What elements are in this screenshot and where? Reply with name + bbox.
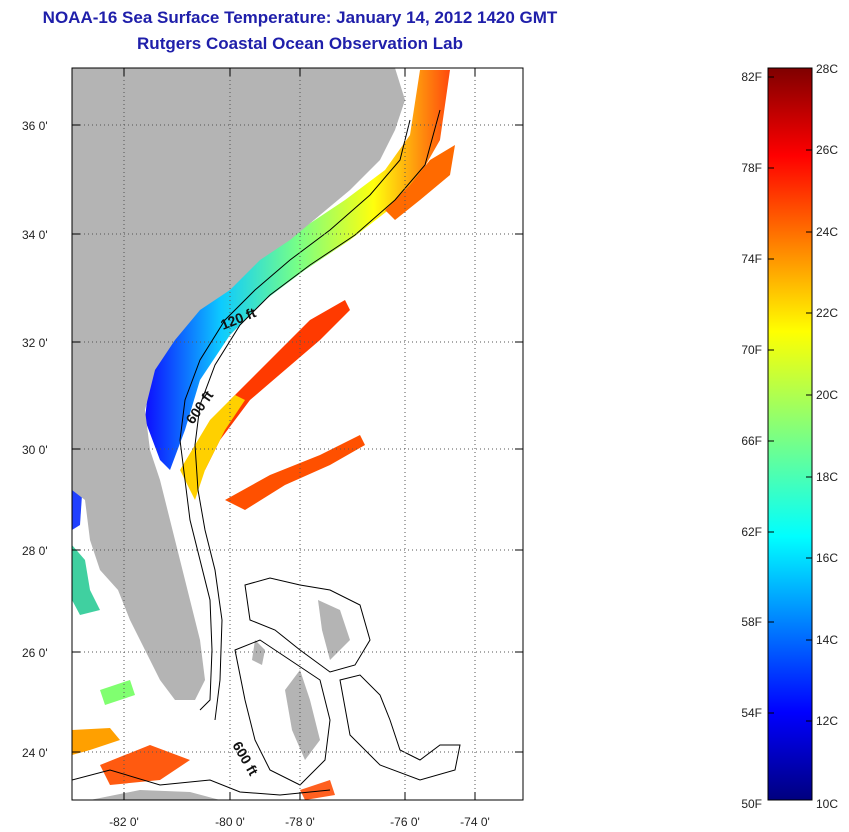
colorbar-f-label: 74F xyxy=(741,252,762,266)
sst-south-patch xyxy=(300,780,335,800)
map-title: NOAA-16 Sea Surface Temperature: January… xyxy=(42,8,558,27)
colorbar-f-label: 78F xyxy=(741,161,762,175)
lon-label: -78 0' xyxy=(285,815,315,829)
sst-gulf-patch xyxy=(100,680,135,705)
map-subtitle: Rutgers Coastal Ocean Observation Lab xyxy=(137,34,463,53)
sst-south-patch xyxy=(100,745,190,785)
colorbar-c-label: 18C xyxy=(816,470,838,484)
isobath-120ft xyxy=(179,119,411,711)
lat-label: 36 0' xyxy=(22,119,48,133)
colorbar-f-label: 62F xyxy=(741,525,762,539)
colorbar-c-label: 14C xyxy=(816,633,838,647)
lon-label: -80 0' xyxy=(215,815,245,829)
colorbar-c-label: 12C xyxy=(816,714,838,728)
sst-gulfstream-patch xyxy=(180,395,245,500)
map-border xyxy=(71,67,524,801)
colorbar-f-label: 54F xyxy=(741,706,762,720)
lat-label: 30 0' xyxy=(22,443,48,457)
colorbar-f-label: 66F xyxy=(741,434,762,448)
isobath-bahamas xyxy=(244,577,371,673)
colorbar-c-label: 28C xyxy=(816,62,838,76)
colorbar-c-label: 24C xyxy=(816,225,838,239)
colorbar-f-label: 50F xyxy=(741,797,762,811)
isobath-bahamas xyxy=(339,674,461,781)
sst-gulf-patch xyxy=(72,490,82,530)
colorbar-f-label: 70F xyxy=(741,343,762,357)
isobath-600ft xyxy=(194,109,441,721)
axis-ticks xyxy=(72,68,523,800)
colorbar-ticks xyxy=(768,76,812,722)
land-bahamas xyxy=(318,600,350,660)
lat-label: 32 0' xyxy=(22,336,48,350)
colorbar-f-label: 82F xyxy=(741,70,762,84)
sst-offshore-patch xyxy=(385,145,455,220)
isobath-south xyxy=(72,769,331,796)
sst-south-patch xyxy=(72,728,120,755)
land-bahamas xyxy=(285,670,320,760)
land-bahamas xyxy=(252,640,265,665)
lon-label: -82 0' xyxy=(109,815,139,829)
colorbar-c-label: 26C xyxy=(816,143,838,157)
sst-gulf-patch xyxy=(72,545,100,615)
land-mainland xyxy=(72,68,405,700)
isobath-bahamas xyxy=(234,639,331,786)
lat-label: 24 0' xyxy=(22,746,48,760)
colorbar-c-label: 16C xyxy=(816,551,838,565)
lat-label: 26 0' xyxy=(22,646,48,660)
colorbar-f-label: 58F xyxy=(741,615,762,629)
colorbar-c-label: 20C xyxy=(816,388,838,402)
lat-label: 28 0' xyxy=(22,544,48,558)
lat-label: 34 0' xyxy=(22,228,48,242)
sst-offshore-patch xyxy=(225,435,365,510)
sst-coastal-band xyxy=(145,70,450,470)
colorbar xyxy=(767,67,813,801)
lon-label: -76 0' xyxy=(390,815,420,829)
land-cuba xyxy=(90,790,220,800)
lon-label: -74 0' xyxy=(460,815,490,829)
colorbar-c-label: 22C xyxy=(816,306,838,320)
colorbar-c-label: 10C xyxy=(816,797,838,811)
